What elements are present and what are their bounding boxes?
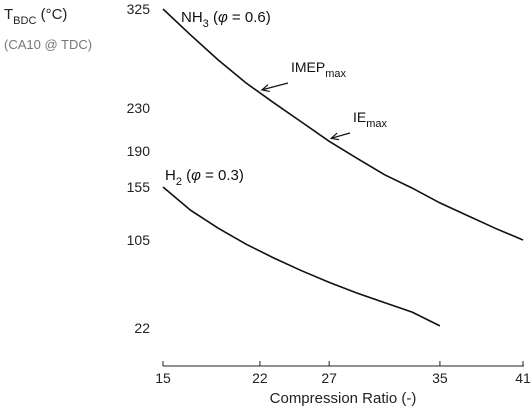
annotation-label: IEmax — [353, 109, 388, 130]
annotation-arrow-shaft — [261, 82, 289, 91]
y-tick-label: 105 — [127, 232, 151, 248]
y-axis-subtitle: (CA10 @ TDC) — [4, 37, 92, 52]
series-lines — [162, 8, 524, 327]
y-axis-ticks: 325 230 190 155 105 22 — [127, 1, 151, 336]
annotation-label: IMEPmax — [291, 59, 347, 80]
series-line-nh3 — [162, 8, 524, 241]
annotation-arrow-shaft — [330, 132, 351, 139]
annotation-arrow-head — [260, 84, 270, 93]
series-line-h2 — [162, 186, 441, 327]
series-label-nh3: NH3 (φ = 0.6) — [181, 9, 271, 30]
x-tick-label: 27 — [321, 370, 337, 386]
x-tick-label: 22 — [252, 370, 268, 386]
y-tick-label: 325 — [127, 1, 151, 17]
x-tick-label: 41 — [515, 370, 531, 386]
x-axis-title: Compression Ratio (-) — [270, 390, 417, 407]
y-axis-title: TBDC (°C) — [4, 6, 67, 27]
series-label-h2: H2 (φ = 0.3) — [165, 167, 244, 188]
y-tick-label: 155 — [127, 179, 151, 195]
x-tick-label: 15 — [155, 370, 171, 386]
series-labels: NH3 (φ = 0.6) H2 (φ = 0.3) — [165, 9, 271, 188]
y-axis-title-sub: BDC — [13, 15, 36, 27]
annotation-arrow-head — [329, 132, 340, 141]
y-axis-title-main: T — [4, 6, 13, 23]
x-tick-label: 35 — [432, 370, 448, 386]
y-tick-label: 230 — [127, 100, 151, 116]
annotations: IMEPmax IEmax — [260, 59, 388, 141]
y-tick-label: 190 — [127, 143, 151, 159]
y-axis-title-unit: (°C) — [36, 6, 67, 23]
y-tick-label: 22 — [134, 320, 150, 336]
x-axis: 15 22 27 35 41 — [155, 361, 531, 386]
